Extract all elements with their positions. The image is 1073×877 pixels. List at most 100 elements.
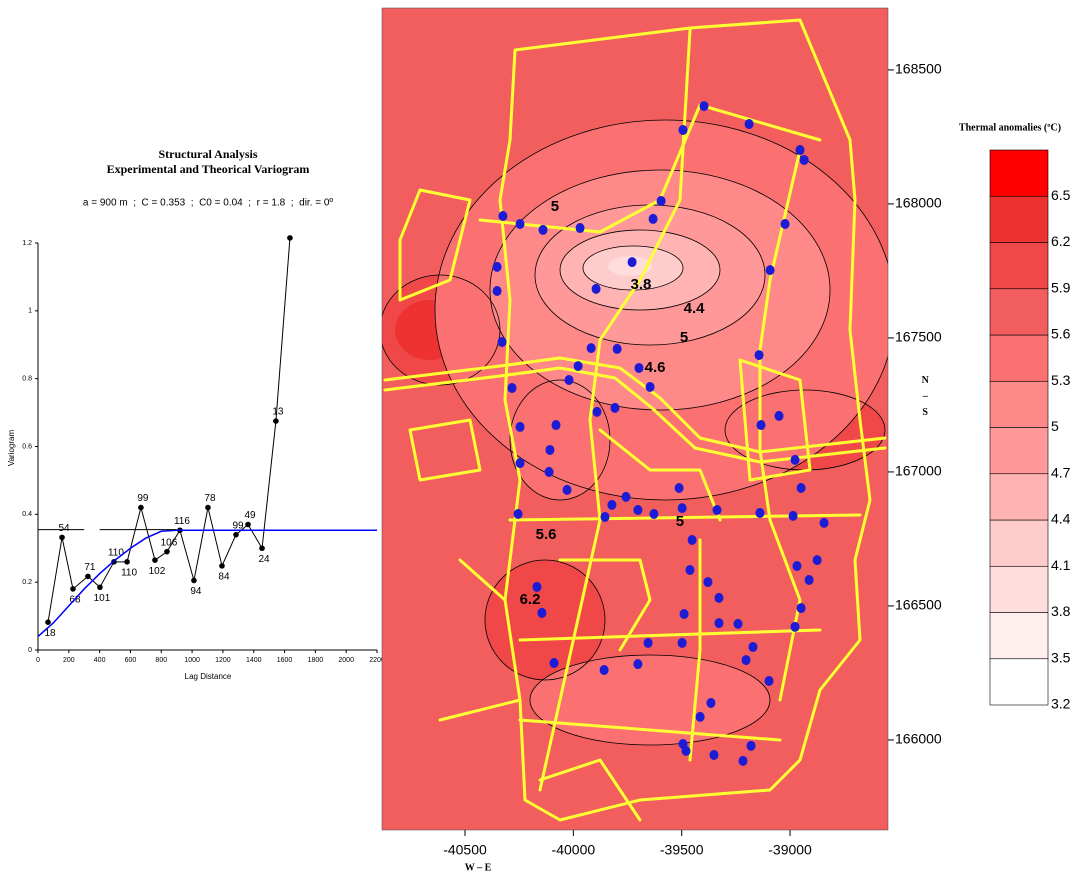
x-tick-label: 1000 [184,657,200,664]
sample-point [508,383,517,393]
sample-point [516,458,525,468]
sample-point [563,485,572,495]
pair-count-label: 110 [108,547,124,558]
pair-count-label: 13 [272,407,284,418]
sample-point [516,219,525,229]
pair-count-label: 99 [137,493,149,504]
sample-point [576,223,585,233]
sample-point [792,561,801,571]
data-point [124,559,130,565]
sample-point [706,698,715,708]
data-point [70,586,76,592]
sample-point [696,712,705,722]
x-tick-label: 200 [63,657,75,664]
sample-point [678,638,687,648]
x-tick-label: -40500 [443,842,487,858]
y-tick-label: 168500 [895,61,942,77]
sample-point [797,603,806,613]
data-point [191,578,197,584]
x-tick-label: 600 [125,657,137,664]
sample-point [765,676,774,686]
colorbar-label: 4.1 [1051,557,1071,573]
y-tick-label: 167000 [895,463,942,479]
sample-point [628,257,637,267]
sample-point [574,361,583,371]
chart-subtitle: Experimental and Theorical Variogram [107,162,310,176]
sample-point [493,262,502,272]
pair-count-label: 101 [94,593,111,604]
sample-point [755,350,764,360]
colorbar-label: 5.3 [1051,372,1071,388]
x-tick-label: 1400 [246,657,262,664]
contour-label: 6.2 [520,591,541,608]
colorbar-title: Thermal anomalies (ºC) [959,122,1061,133]
sample-point [757,420,766,430]
sample-point [685,565,694,575]
sample-point [678,125,687,135]
y-tick-label: 0.2 [22,579,32,586]
sample-point [537,608,546,618]
colorbar-label: 4.4 [1051,511,1071,527]
y-tick-label: 1.2 [22,240,32,247]
colorbar-label: 4.7 [1051,464,1071,480]
data-point [152,557,158,563]
sample-point [800,155,809,165]
sample-point [678,503,687,513]
sample-point [587,343,596,353]
sample-point [633,505,642,515]
contour-label: 3.8 [631,276,652,293]
pair-count-label: 102 [149,566,166,577]
x-axis-label: Lag Distance [185,672,232,681]
contour-label: 4.6 [645,359,666,376]
colorbar-band [990,428,1048,474]
sample-point [796,145,805,155]
colorbar-label: 5.6 [1051,326,1071,342]
sample-point [610,403,619,413]
sample-point [700,101,709,111]
x-tick-label: 1800 [308,657,324,664]
y-tick-label: 0.4 [22,511,32,518]
sample-point [644,638,653,648]
sample-point [789,511,798,521]
data-point [205,505,211,511]
sample-point [649,214,658,224]
sample-point [552,420,561,430]
sample-point [820,518,829,528]
sample-point [747,741,756,751]
colorbar-band [990,243,1048,289]
series-line [38,530,377,636]
colorbar-band [990,566,1048,612]
sample-point [714,593,723,603]
sample-point [797,483,806,493]
colorbar-band [990,289,1048,335]
data-point [45,619,51,625]
colorbar-band [990,613,1048,659]
y-tick-label: 0 [28,647,32,654]
contour-label: 5 [676,513,684,530]
y-tick-label: 166500 [895,597,942,613]
data-point [85,574,91,580]
sample-point [613,344,622,354]
sample-point [498,211,507,221]
pair-count-label: 78 [204,493,216,504]
data-point [138,505,144,511]
sample-point [774,411,783,421]
sample-point [565,375,574,385]
colorbar-band [990,335,1048,381]
pair-count-label: 24 [258,554,270,565]
pair-count-label: 116 [174,516,190,527]
data-point [245,522,251,528]
sample-point [607,500,616,510]
sample-point [635,363,644,373]
colorbar-band [990,150,1048,196]
contour-label: 5 [680,329,688,346]
sample-point [539,225,548,235]
x-tick-label: -39500 [660,842,704,858]
colorbar-label: 3.5 [1051,649,1071,665]
colorbar-band [990,659,1048,705]
sample-point [545,445,554,455]
x-axis-label: W – E [465,862,492,873]
contour-label: 5 [551,198,559,215]
sample-point [545,467,554,477]
